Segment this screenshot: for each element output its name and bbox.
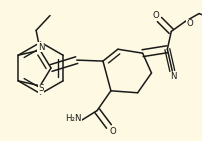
Text: N: N	[38, 43, 44, 52]
Text: H₂N: H₂N	[65, 114, 81, 123]
Text: O: O	[109, 127, 116, 136]
Text: S: S	[38, 84, 44, 93]
Text: O: O	[186, 19, 193, 28]
Text: N: N	[169, 72, 176, 81]
Text: O: O	[151, 11, 158, 20]
